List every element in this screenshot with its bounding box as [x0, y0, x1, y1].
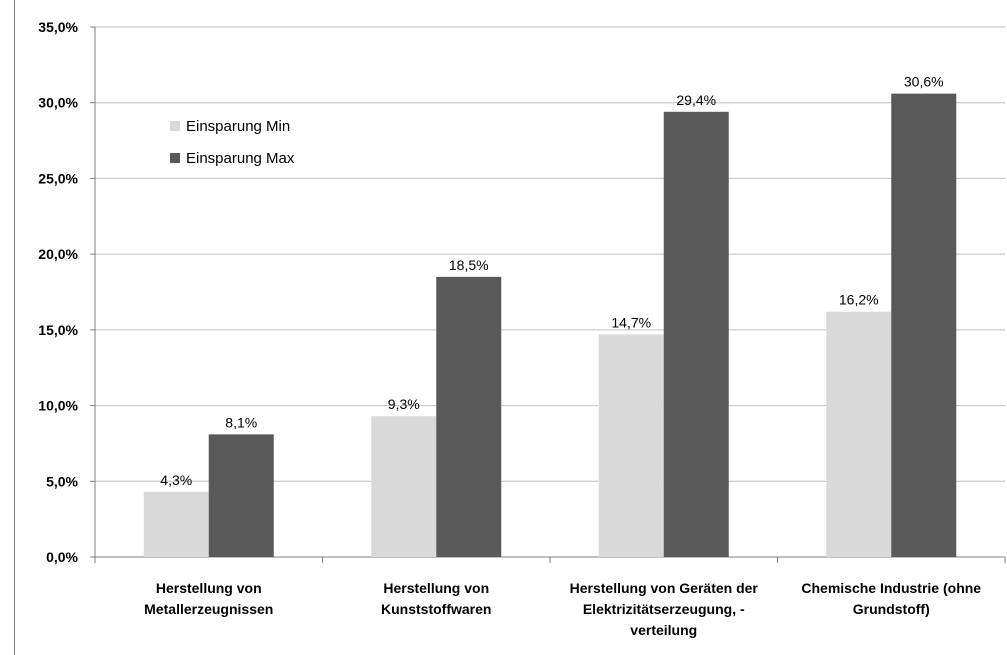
bar-min	[598, 334, 664, 557]
y-tick-label: 0,0%	[46, 549, 78, 565]
bar-max	[436, 276, 502, 557]
category-label: Chemische Industrie (ohne	[801, 580, 981, 596]
category-label: Elektrizitätserzeugung, -	[583, 601, 745, 617]
bar-min	[826, 311, 892, 557]
y-tick-label: 15,0%	[38, 322, 78, 338]
y-tick-label: 35,0%	[38, 19, 78, 35]
bar-max	[891, 93, 957, 557]
chart-frame	[14, 0, 1007, 655]
category-label: verteilung	[630, 622, 697, 638]
legend-swatch	[170, 153, 180, 163]
y-tick-label: 25,0%	[38, 170, 78, 186]
bar-min	[143, 491, 209, 557]
legend-swatch	[170, 121, 180, 131]
category-label: Metallerzeugnissen	[144, 601, 273, 617]
data-label: 8,1%	[225, 414, 257, 430]
legend-label: Einsparung Min	[186, 118, 290, 135]
data-label: 16,2%	[839, 292, 879, 308]
category-label: Kunststoffwaren	[381, 601, 491, 617]
legend-label: Einsparung Max	[186, 150, 295, 167]
y-tick-label: 30,0%	[38, 95, 78, 111]
category-label: Herstellung von	[156, 580, 262, 596]
data-label: 29,4%	[676, 92, 716, 108]
data-label: 30,6%	[904, 74, 944, 90]
category-label: Grundstoff)	[853, 601, 930, 617]
data-label: 14,7%	[611, 314, 651, 330]
category-label: Herstellung von Geräten der	[570, 580, 759, 596]
category-label: Herstellung von	[383, 580, 489, 596]
y-tick-label: 10,0%	[38, 398, 78, 414]
data-label: 9,3%	[388, 396, 420, 412]
bar-max	[208, 434, 274, 557]
bar-max	[663, 111, 729, 558]
data-label: 18,5%	[449, 257, 489, 273]
bar-min	[371, 416, 437, 557]
data-label: 4,3%	[160, 472, 192, 488]
y-tick-label: 5,0%	[46, 473, 78, 489]
y-tick-label: 20,0%	[38, 246, 78, 262]
